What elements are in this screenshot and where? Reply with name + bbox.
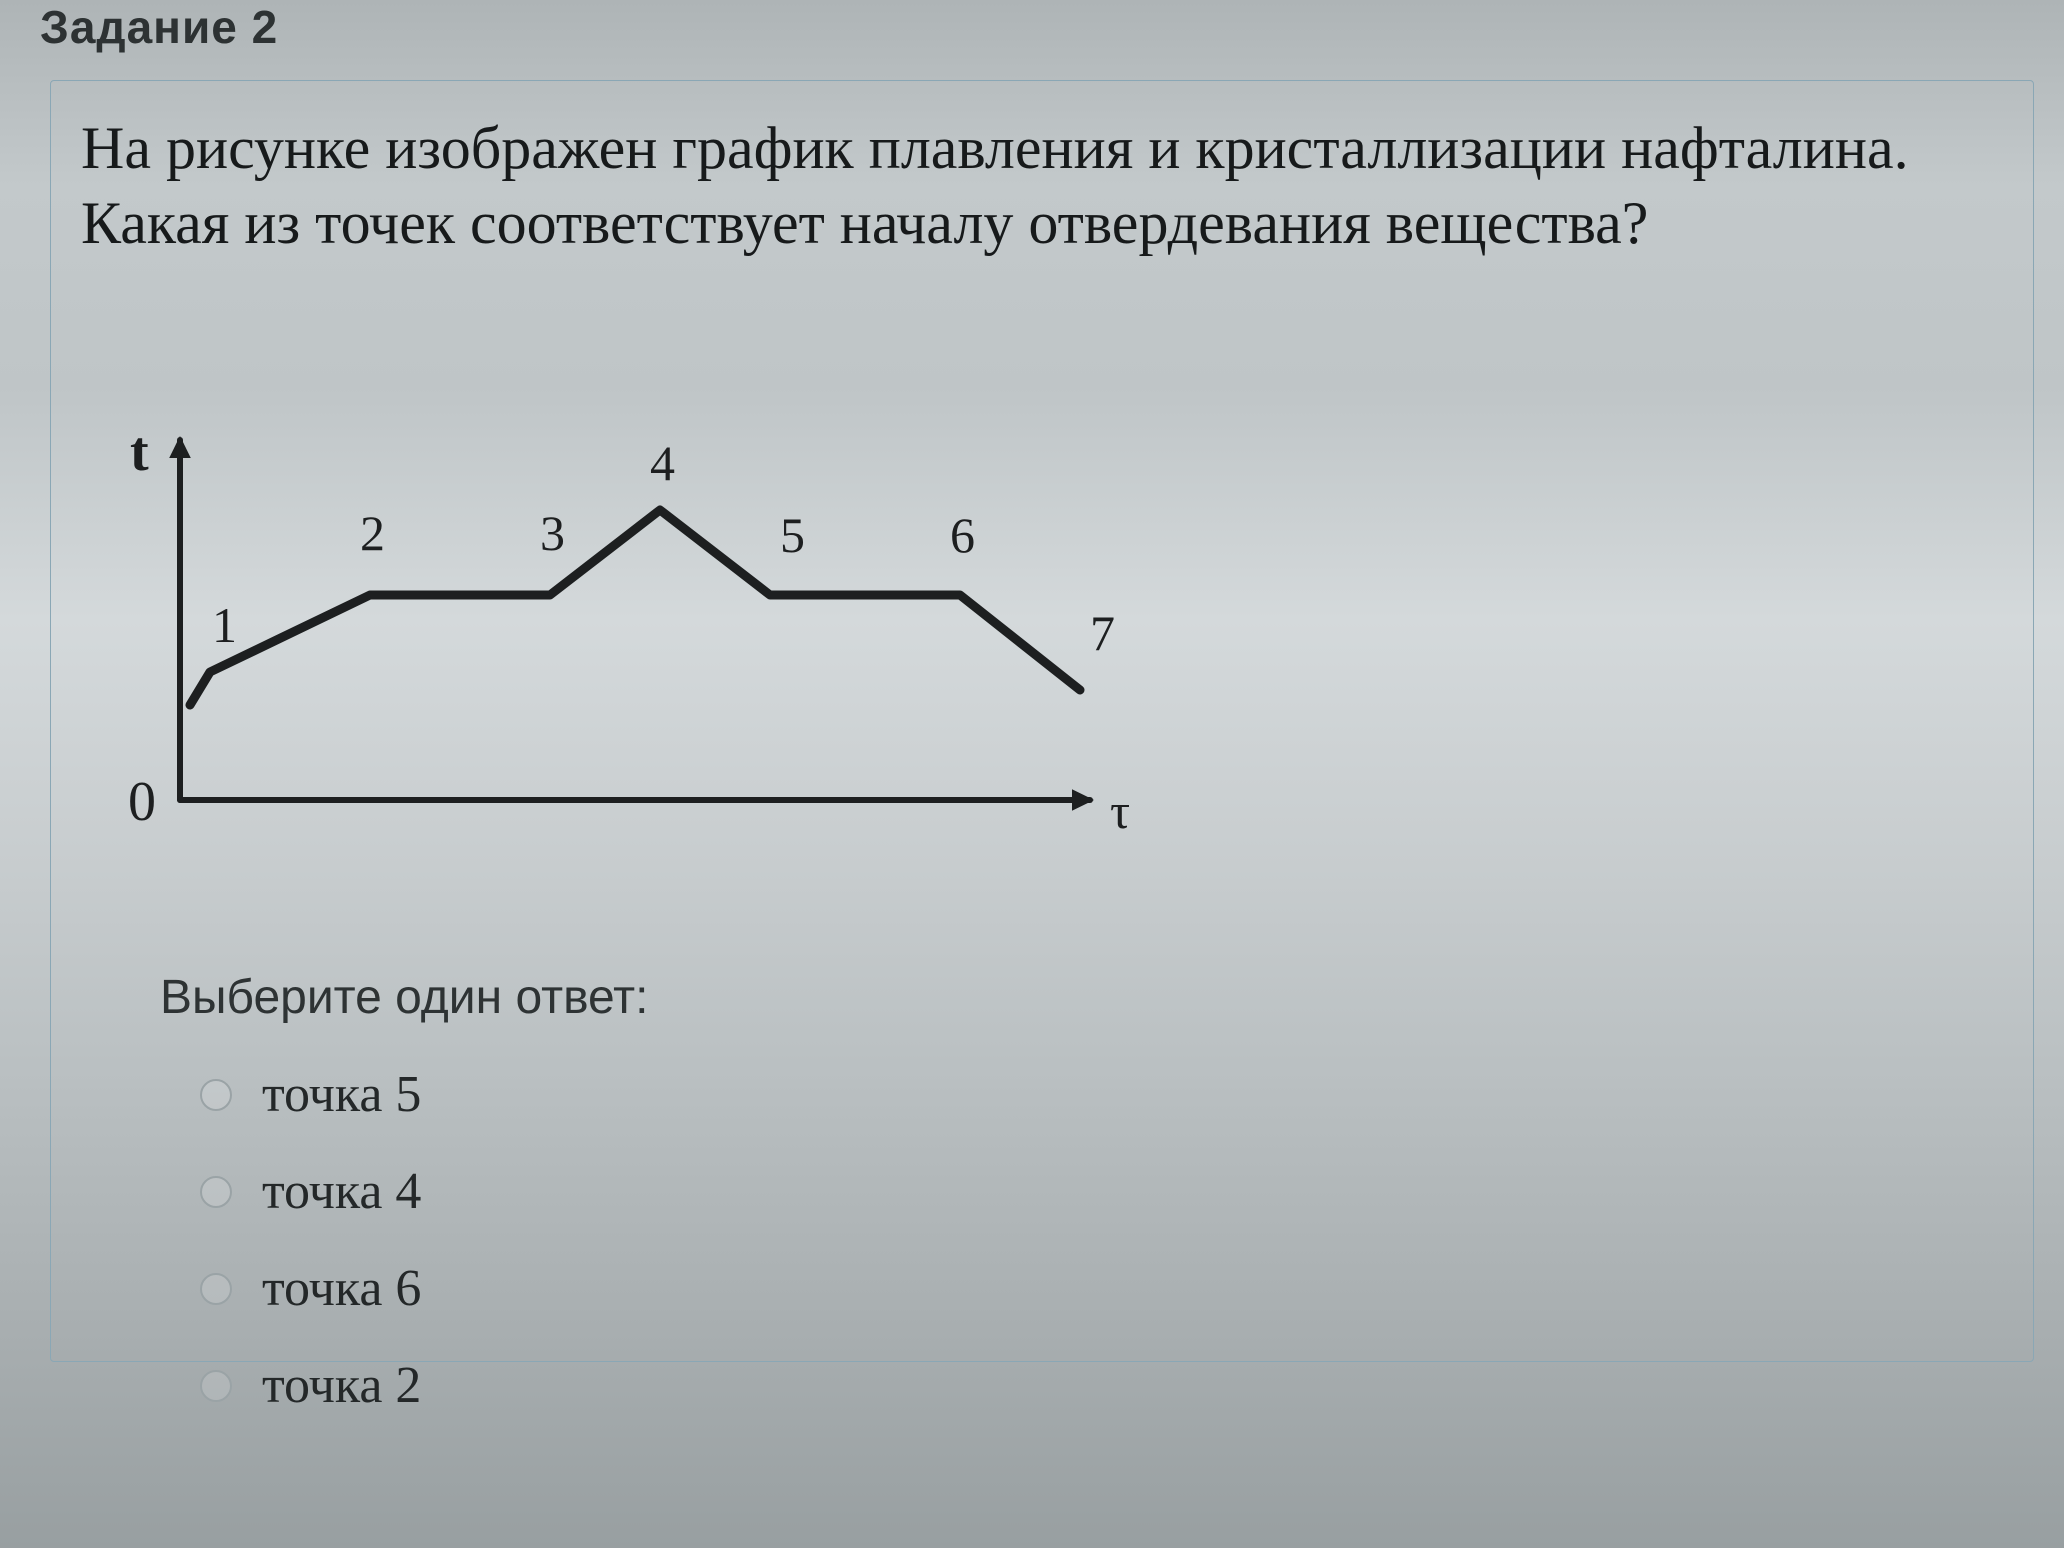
option-row[interactable]: точка 5 [200, 1065, 648, 1124]
svg-text:2: 2 [360, 505, 385, 561]
option-label: точка 4 [262, 1162, 421, 1221]
svg-text:τ: τ [1110, 783, 1130, 839]
svg-text:t: t [130, 421, 149, 483]
svg-text:4: 4 [650, 435, 675, 491]
option-row[interactable]: точка 2 [200, 1356, 648, 1415]
task-title: Задание 2 [40, 0, 278, 54]
svg-text:5: 5 [780, 507, 805, 563]
svg-text:6: 6 [950, 507, 975, 563]
option-row[interactable]: точка 4 [200, 1162, 648, 1221]
option-label: точка 6 [262, 1259, 421, 1318]
option-label: точка 2 [262, 1356, 421, 1415]
page: Задание 2 На рисунке изображен график пл… [0, 0, 2064, 1548]
answer-options: точка 5 точка 4 точка 6 точка 2 [200, 1065, 648, 1415]
svg-text:3: 3 [540, 505, 565, 561]
option-label: точка 5 [262, 1065, 421, 1124]
radio-icon[interactable] [200, 1176, 232, 1208]
phase-chart: t τ 0 1 2 3 4 5 6 7 [90, 420, 1150, 860]
svg-text:7: 7 [1090, 605, 1115, 661]
svg-text:0: 0 [128, 771, 156, 833]
radio-icon[interactable] [200, 1273, 232, 1305]
option-row[interactable]: точка 6 [200, 1259, 648, 1318]
chart-svg: t τ 0 1 2 3 4 5 6 7 [90, 420, 1150, 860]
answer-prompt: Выберите один ответ: [160, 970, 648, 1025]
svg-text:1: 1 [212, 597, 237, 653]
radio-icon[interactable] [200, 1079, 232, 1111]
answer-block: Выберите один ответ: точка 5 точка 4 точ… [160, 970, 648, 1453]
question-text: На рисунке изображен график плавления и … [81, 111, 2003, 261]
radio-icon[interactable] [200, 1370, 232, 1402]
